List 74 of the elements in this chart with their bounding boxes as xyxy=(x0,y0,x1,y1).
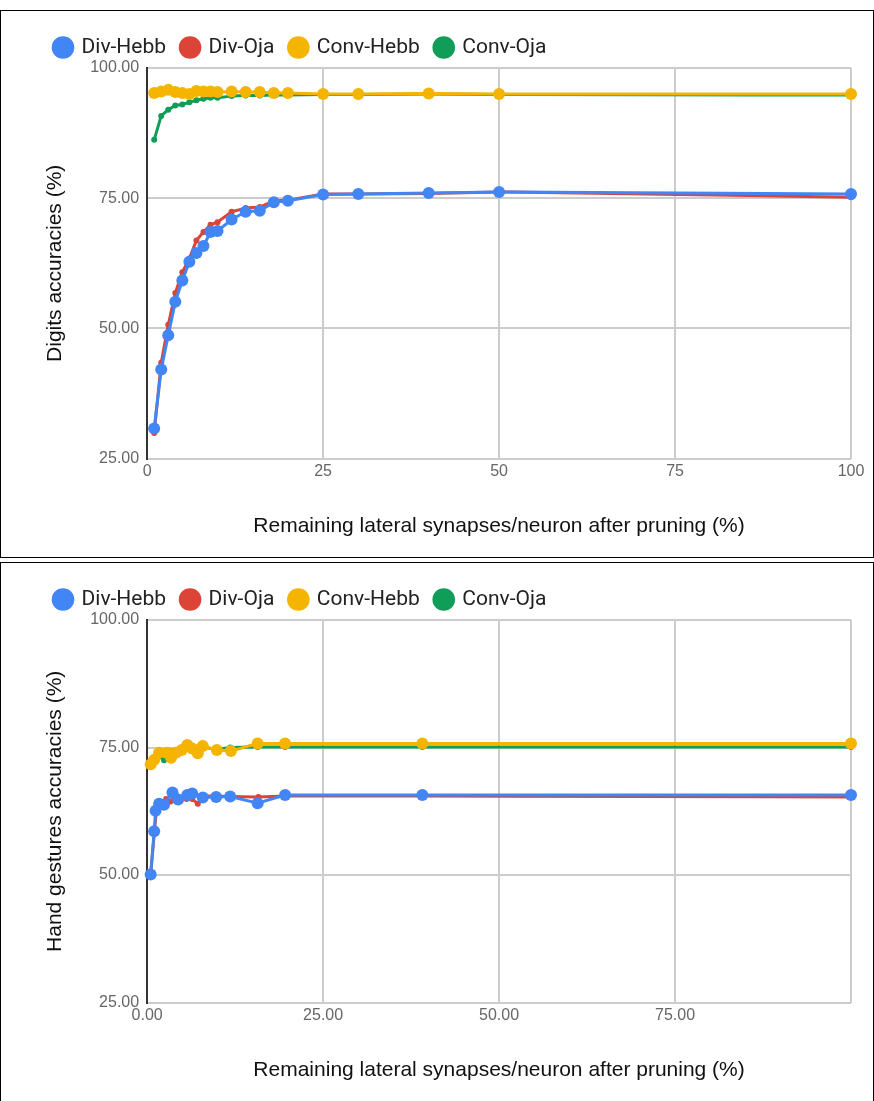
point xyxy=(162,329,175,342)
x-tick-label: 50 xyxy=(490,461,509,479)
point xyxy=(224,745,237,758)
point xyxy=(267,87,280,99)
x-tick-label: 0 xyxy=(142,461,152,479)
point xyxy=(253,204,266,217)
point xyxy=(845,88,857,101)
legend-label: Conv-Hebb xyxy=(316,585,420,610)
x-tick-label: 100 xyxy=(837,461,865,479)
legend-label: Div-Oja xyxy=(208,585,275,610)
x-tick-label: 75.00 xyxy=(655,1005,696,1023)
point xyxy=(165,106,172,113)
point xyxy=(845,737,857,750)
point xyxy=(210,744,223,757)
point xyxy=(267,196,280,209)
point xyxy=(253,85,266,98)
point xyxy=(422,87,435,100)
point xyxy=(193,237,200,244)
y-tick-label: 75.00 xyxy=(99,737,140,755)
point xyxy=(416,737,429,750)
point xyxy=(196,791,209,804)
point xyxy=(422,186,435,199)
point xyxy=(197,240,210,253)
point xyxy=(225,85,238,98)
point xyxy=(193,97,200,104)
point xyxy=(155,363,168,376)
point xyxy=(172,102,179,109)
point xyxy=(251,737,264,750)
point xyxy=(196,740,209,752)
y-tick-label: 50.00 xyxy=(99,318,140,336)
x-tick-label: 25 xyxy=(314,461,333,479)
point xyxy=(279,737,292,750)
x-tick-label: 25.00 xyxy=(303,1005,344,1023)
y-tick-label: 75.00 xyxy=(99,188,140,206)
x-axis-title: Remaining lateral synapses/neuron after pruning (%) xyxy=(253,513,745,537)
point xyxy=(214,219,221,226)
legend-label: Conv-Hebb xyxy=(316,33,420,58)
point xyxy=(279,788,292,801)
point xyxy=(176,274,189,287)
y-tick-label: 100.00 xyxy=(90,58,140,76)
point xyxy=(158,112,165,119)
y-tick-label: 50.00 xyxy=(99,865,140,883)
point xyxy=(169,295,182,308)
legend-label: Div-Hebb xyxy=(81,585,167,610)
legend-label: Div-Oja xyxy=(208,33,275,58)
point xyxy=(210,791,223,804)
point xyxy=(845,788,857,801)
point xyxy=(225,213,238,226)
point xyxy=(251,797,264,810)
point xyxy=(151,136,158,143)
x-tick-label: 50.00 xyxy=(479,1005,520,1023)
point xyxy=(416,788,429,801)
legend-label: Div-Hebb xyxy=(81,33,167,58)
point xyxy=(186,99,193,106)
x-axis-title: Remaining lateral synapses/neuron after pruning (%) xyxy=(253,1057,745,1081)
point xyxy=(239,205,252,218)
x-tick-label: 75 xyxy=(666,461,685,479)
point xyxy=(194,800,201,807)
legend-label: Conv-Oja xyxy=(462,585,547,610)
point xyxy=(148,422,161,435)
y-tick-label: 100.00 xyxy=(90,610,140,628)
point xyxy=(239,85,252,98)
legend-label: Conv-Oja xyxy=(462,33,547,58)
point xyxy=(183,255,196,268)
point xyxy=(148,825,161,838)
point xyxy=(179,101,186,108)
y-tick-label: 25.00 xyxy=(99,449,140,467)
point xyxy=(845,188,857,201)
point xyxy=(281,87,294,99)
point xyxy=(186,787,199,800)
y-axis-title: Hand gestures accuracies (%) xyxy=(42,670,66,952)
y-axis-title: Digits accuracies (%) xyxy=(42,164,66,362)
point xyxy=(172,793,185,806)
point xyxy=(228,208,235,215)
